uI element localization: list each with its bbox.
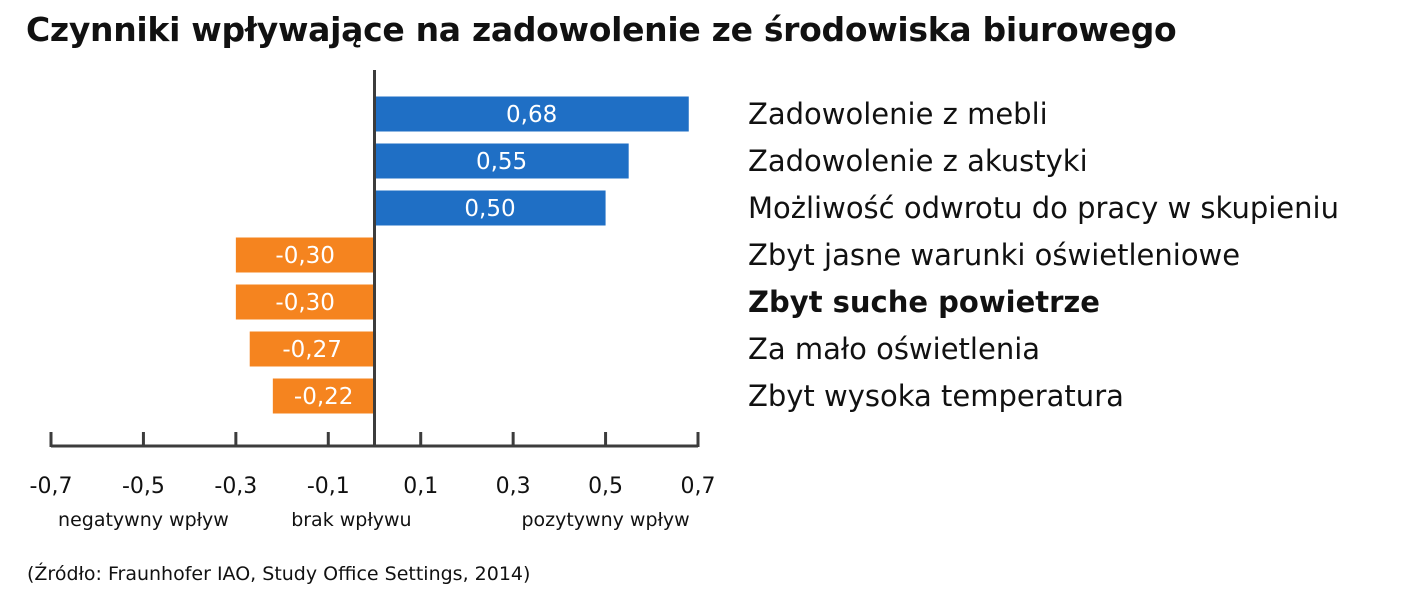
source-note: (Źródło: Fraunhofer IAO, Study Office Se… [27, 563, 531, 585]
bar-4 [235, 237, 375, 273]
bar-value-label: -0,22 [294, 384, 354, 410]
bar-value-label: 0,68 [506, 102, 557, 128]
category-label: Zadowolenie z akustyki [748, 144, 1088, 178]
x-axis: -0,7 -0,5 -0,3 -0,1 0,1 0,3 0,5 0,7 negatywny wp… [30, 70, 716, 531]
x-tick-label: 0,3 [496, 474, 531, 499]
bar-2 [374, 143, 629, 179]
category-labels: Zadowolenie z mebli Zadowolenie z akustyk… [748, 97, 1339, 413]
bar-value-label: -0,30 [275, 243, 335, 269]
bar-value-label: 0,55 [476, 149, 527, 175]
bar-5 [235, 284, 375, 320]
bar-6 [249, 331, 375, 367]
x-tick-label: 0,7 [681, 474, 716, 499]
x-tick-label: 0,5 [588, 474, 623, 499]
bar-value-label: -0,30 [275, 290, 335, 316]
x-tick-label: 0,1 [403, 474, 438, 499]
bar-value-label: -0,27 [282, 337, 342, 363]
x-tick-label: -0,3 [214, 474, 257, 499]
x-annotation: negatywny wpływ [58, 509, 229, 531]
x-annotation: brak wpływu [291, 509, 411, 531]
category-label: Zadowolenie z mebli [748, 97, 1048, 131]
x-tick-label: -0,1 [307, 474, 350, 499]
category-label: Za mało oświetlenia [748, 332, 1040, 366]
category-label: Możliwość odwrotu do pracy w skupieniu [748, 191, 1339, 225]
x-tick-label: -0,5 [122, 474, 165, 499]
bar-1 [374, 96, 689, 132]
bar-7 [272, 378, 375, 414]
bar-3 [374, 190, 606, 226]
x-annotation: pozytywny wpływ [521, 509, 689, 531]
chart-title: Czynniki wpływające na zadowolenie ze śr… [26, 10, 1177, 49]
category-label: Zbyt wysoka temperatura [748, 379, 1124, 413]
category-label: Zbyt jasne warunki oświetleniowe [748, 238, 1240, 272]
bar-value-label: 0,50 [464, 196, 515, 222]
category-label: Zbyt suche powietrze [748, 285, 1100, 319]
x-tick-label: -0,7 [30, 474, 73, 499]
bars: 0,68 0,55 0,50 -0,30 -0,30 -0,27 -0,22 [235, 96, 689, 414]
